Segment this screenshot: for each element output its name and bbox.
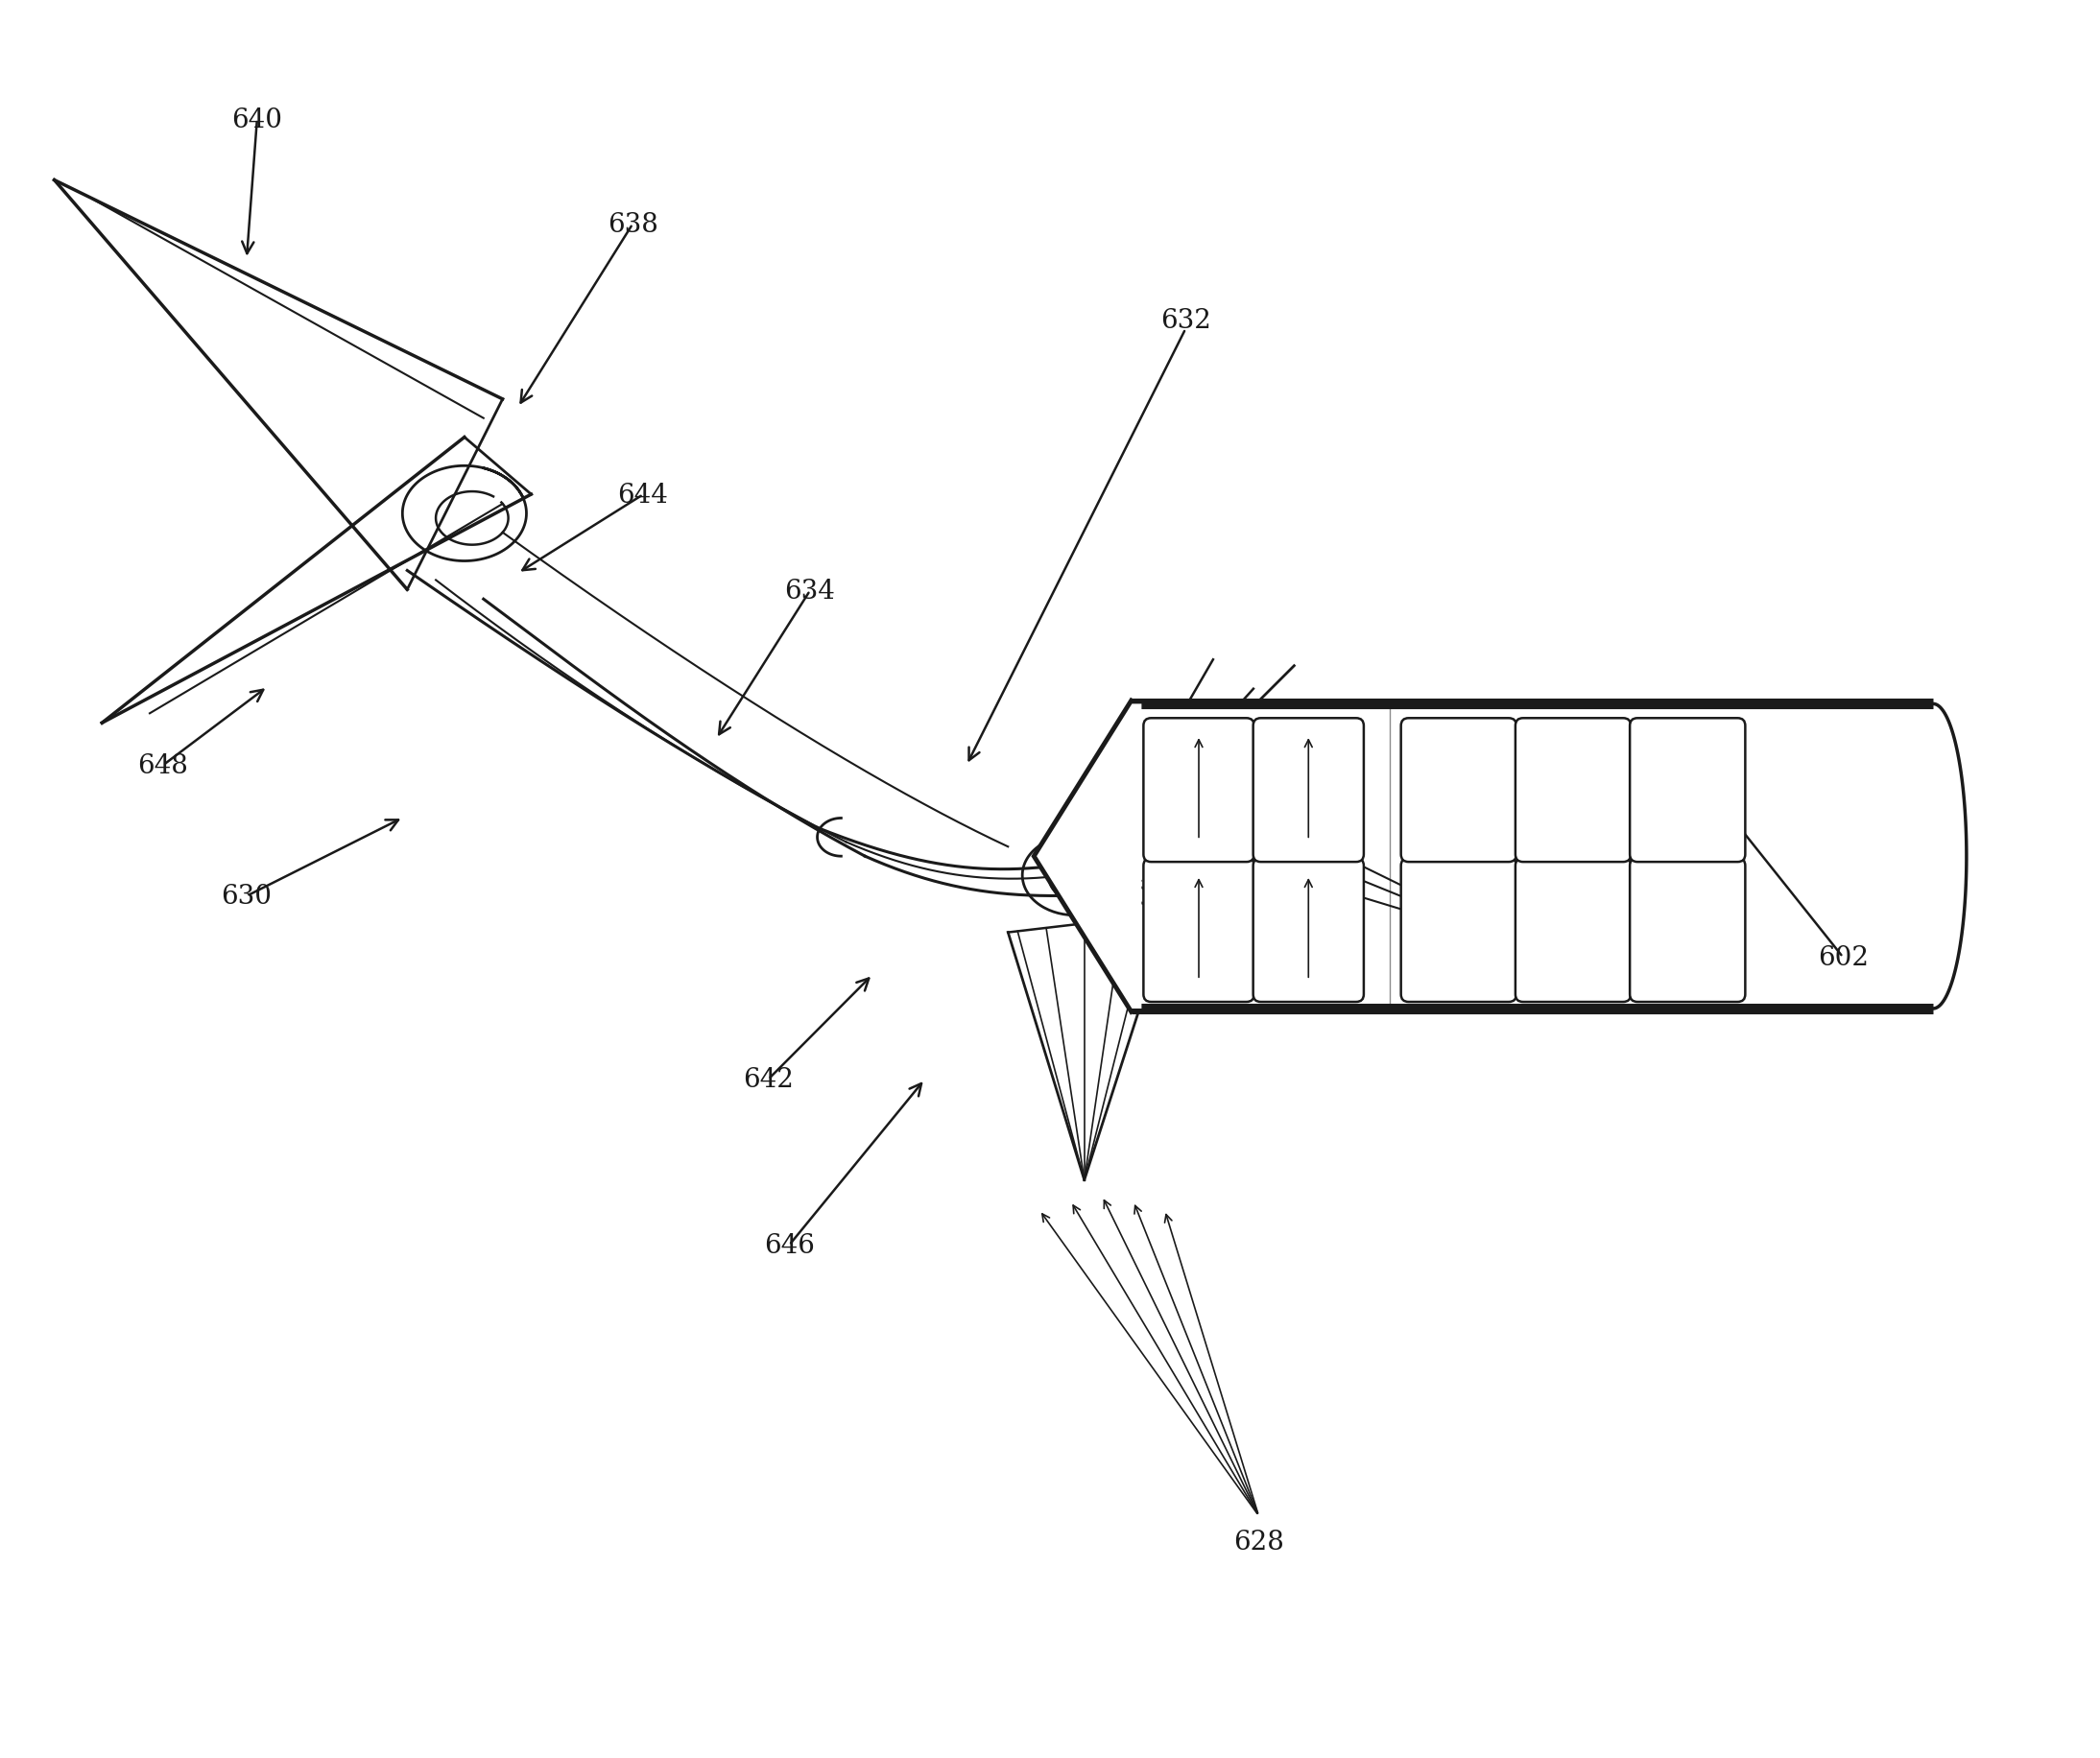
Text: 636: 636 xyxy=(1222,926,1273,953)
FancyBboxPatch shape xyxy=(1630,719,1745,863)
FancyBboxPatch shape xyxy=(1401,719,1516,863)
Text: 648: 648 xyxy=(139,752,189,779)
Polygon shape xyxy=(1037,705,1142,1009)
Polygon shape xyxy=(1132,705,1961,1009)
FancyBboxPatch shape xyxy=(1254,719,1363,863)
Text: 638: 638 xyxy=(607,211,657,237)
FancyBboxPatch shape xyxy=(1516,858,1632,1002)
FancyBboxPatch shape xyxy=(1144,858,1254,1002)
FancyBboxPatch shape xyxy=(1630,858,1745,1002)
FancyBboxPatch shape xyxy=(1401,858,1516,1002)
Text: 628: 628 xyxy=(1233,1529,1283,1554)
Text: 644: 644 xyxy=(617,482,668,508)
Text: 626: 626 xyxy=(1504,944,1556,970)
Text: 640: 640 xyxy=(231,107,284,134)
Text: 642: 642 xyxy=(743,1067,794,1092)
Text: 630: 630 xyxy=(220,884,273,909)
FancyBboxPatch shape xyxy=(1144,719,1254,863)
Text: 602: 602 xyxy=(1816,944,1869,970)
Text: 632: 632 xyxy=(1161,308,1212,334)
Text: 634: 634 xyxy=(785,578,836,605)
Text: 646: 646 xyxy=(764,1232,815,1259)
FancyBboxPatch shape xyxy=(1516,719,1632,863)
FancyBboxPatch shape xyxy=(1254,858,1363,1002)
